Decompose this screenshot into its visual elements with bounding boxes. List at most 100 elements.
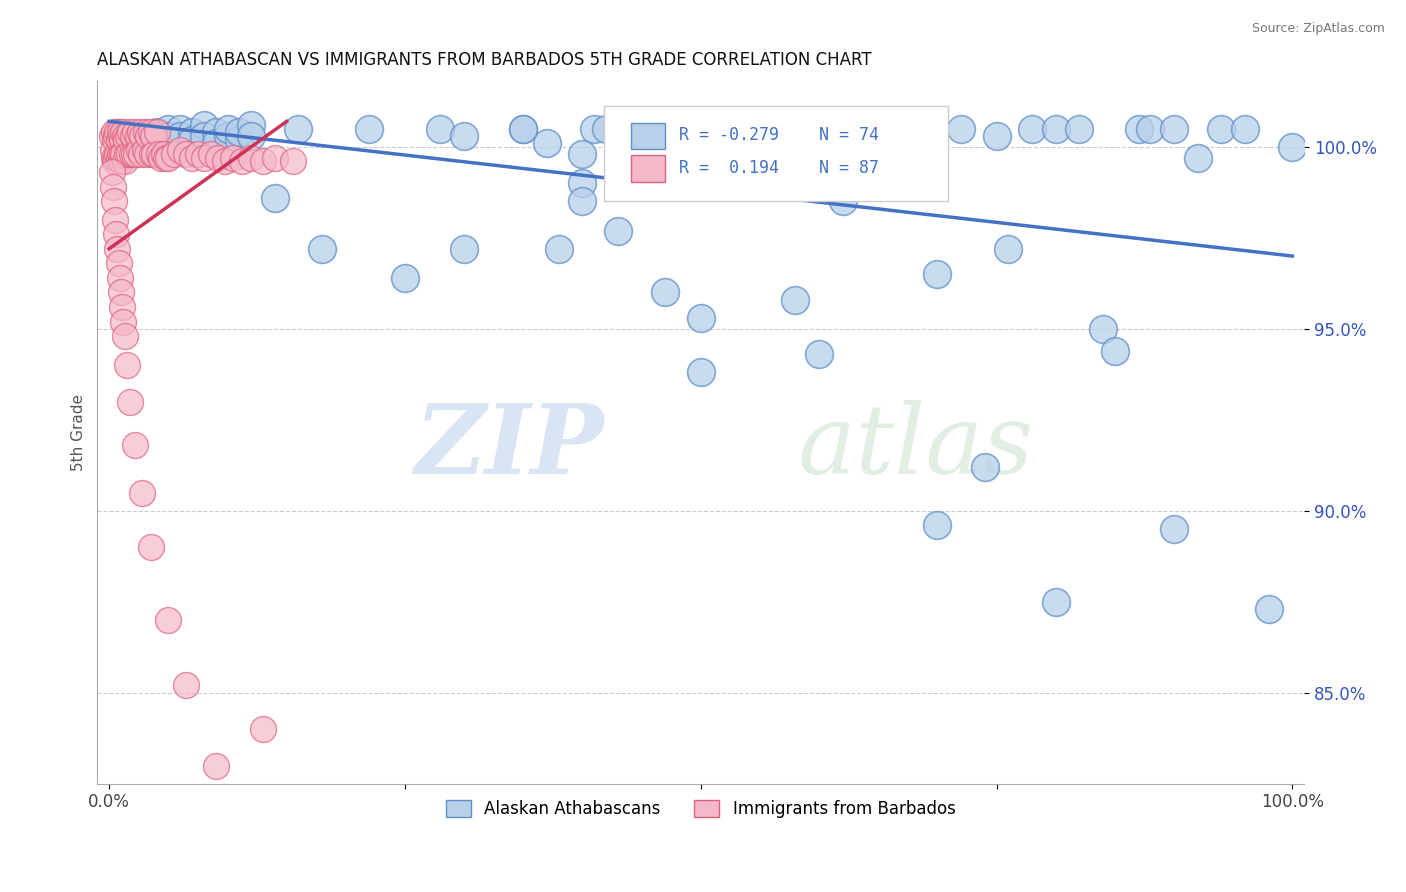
Point [1163, 121, 1185, 136]
Point [135, 125, 157, 139]
Point [890, 132, 912, 146]
Point [1211, 121, 1233, 136]
Point [108, 125, 131, 139]
Point [868, 121, 890, 136]
Point [139, 540, 162, 554]
Point [630, 121, 652, 136]
Point [152, 147, 174, 161]
Point [311, 242, 333, 256]
Point [512, 121, 534, 136]
Point [107, 147, 129, 161]
Point [1128, 121, 1150, 136]
Point [571, 194, 593, 209]
Point [121, 128, 143, 143]
Point [108, 271, 131, 285]
Point [157, 121, 180, 136]
Point [107, 242, 129, 256]
Point [713, 154, 735, 169]
Point [114, 154, 136, 169]
Point [105, 128, 128, 143]
Point [200, 147, 222, 161]
Point [142, 128, 165, 143]
Point [240, 128, 263, 143]
Point [125, 147, 148, 161]
Point [204, 136, 226, 151]
Point [1187, 151, 1209, 165]
Point [169, 144, 191, 158]
Point [101, 180, 124, 194]
Point [129, 147, 152, 161]
Point [571, 176, 593, 190]
Point [100, 165, 122, 179]
Point [228, 132, 250, 146]
Point [100, 128, 122, 143]
Point [114, 128, 136, 143]
Point [105, 151, 128, 165]
Point [1257, 602, 1279, 616]
Point [139, 125, 162, 139]
Point [143, 147, 166, 161]
Point [169, 128, 191, 143]
Point [136, 128, 159, 143]
Point [654, 285, 676, 300]
Point [512, 121, 534, 136]
Point [114, 329, 136, 343]
Point [1045, 595, 1067, 609]
Point [114, 132, 136, 146]
Point [214, 154, 236, 169]
Point [157, 128, 180, 143]
Point [104, 132, 127, 146]
Point [536, 136, 558, 151]
Point [117, 128, 139, 143]
Point [193, 151, 215, 165]
Point [163, 147, 186, 161]
Point [121, 128, 143, 143]
Point [281, 154, 304, 169]
Point [115, 358, 138, 372]
Point [112, 147, 135, 161]
Point [107, 151, 129, 165]
Point [547, 242, 569, 256]
Point [148, 147, 170, 161]
Point [571, 147, 593, 161]
Point [287, 121, 309, 136]
Text: atlas: atlas [797, 400, 1033, 493]
Point [174, 147, 197, 161]
Point [107, 256, 129, 270]
Point [263, 151, 285, 165]
Point [112, 125, 135, 139]
Point [145, 125, 167, 139]
Point [1281, 140, 1303, 154]
Point [1092, 322, 1115, 336]
Point [111, 300, 134, 314]
Point [394, 271, 416, 285]
Point [122, 147, 145, 161]
Legend: Alaskan Athabascans, Immigrants from Barbados: Alaskan Athabascans, Immigrants from Bar… [440, 793, 962, 824]
Point [181, 151, 204, 165]
Point [136, 147, 159, 161]
Point [110, 154, 132, 169]
Point [453, 242, 475, 256]
Point [115, 147, 138, 161]
Point [1163, 522, 1185, 536]
Point [359, 121, 381, 136]
Point [231, 154, 253, 169]
Point [150, 151, 173, 165]
Point [193, 128, 215, 143]
Point [104, 154, 127, 169]
Text: ZIP: ZIP [415, 400, 605, 493]
Point [217, 121, 239, 136]
Y-axis label: 5th Grade: 5th Grade [72, 394, 86, 471]
Point [607, 223, 630, 237]
Point [997, 242, 1019, 256]
Point [121, 147, 143, 161]
Point [903, 121, 925, 136]
Point [204, 758, 226, 772]
Point [169, 121, 191, 136]
Point [252, 154, 274, 169]
Point [808, 121, 831, 136]
Point [207, 151, 229, 165]
Point [453, 128, 475, 143]
Point [666, 136, 689, 151]
Point [785, 293, 807, 307]
